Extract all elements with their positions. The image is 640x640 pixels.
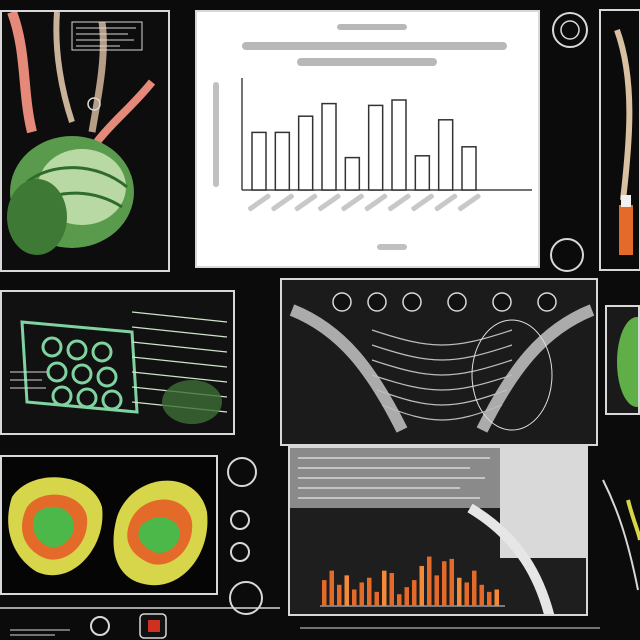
x-tick-scribble	[387, 193, 411, 212]
bar	[461, 146, 477, 191]
y-axis-label-scribble	[213, 82, 219, 187]
bar	[479, 584, 484, 606]
organ-panel-top-left	[0, 10, 170, 272]
bar	[404, 587, 409, 606]
top-bar-chart	[197, 12, 538, 266]
right-bottom-edge	[598, 450, 640, 620]
skeletal-panel	[280, 278, 598, 446]
bar	[464, 582, 469, 606]
organ-illustration	[2, 12, 168, 270]
bar	[251, 131, 267, 191]
bar	[322, 580, 327, 606]
organ-slices-illustration	[2, 457, 216, 593]
bar	[274, 131, 291, 191]
skeletal-illustration	[282, 280, 596, 444]
bar	[297, 115, 314, 191]
bar	[344, 156, 361, 191]
x-tick-scribble	[247, 193, 271, 212]
x-tick-scribble	[294, 193, 318, 212]
circle-icon	[552, 12, 588, 48]
bar	[427, 556, 432, 606]
x-tick-scribble	[434, 193, 458, 212]
bar	[382, 570, 387, 606]
bar	[367, 577, 372, 606]
chart-title-scribble	[242, 24, 507, 66]
bar	[389, 573, 394, 606]
x-axis-label-scribble	[377, 244, 407, 250]
right-top-strip	[545, 0, 640, 280]
bar	[367, 104, 384, 191]
bar	[337, 584, 342, 606]
bar	[494, 589, 499, 606]
bar	[412, 580, 417, 606]
bar	[457, 577, 462, 606]
bar	[374, 591, 379, 606]
bottom-strip	[0, 600, 640, 640]
green-edge-panel	[605, 305, 640, 415]
bar	[397, 594, 402, 606]
bottom-bar-chart	[290, 448, 586, 614]
circle-icon	[230, 542, 250, 562]
bar	[391, 99, 407, 191]
bar	[344, 575, 349, 606]
x-tick-scribble	[364, 193, 388, 212]
bar	[437, 119, 454, 191]
organ-slices-panel	[0, 455, 218, 595]
bar	[472, 570, 477, 606]
bar	[487, 591, 492, 606]
bar	[449, 558, 454, 606]
circle-icon	[90, 616, 110, 636]
bar	[442, 561, 447, 606]
bar	[321, 102, 337, 191]
bar	[359, 582, 364, 606]
x-tick-scribble	[457, 193, 481, 212]
lattice-illustration	[2, 292, 233, 433]
x-tick-scribble	[341, 193, 364, 212]
bar	[434, 575, 439, 606]
circle-icon	[227, 457, 257, 487]
bar-chart-panel-bottom	[288, 446, 588, 616]
bar	[352, 589, 357, 606]
lattice-panel	[0, 290, 235, 435]
x-tick-scribble	[271, 193, 294, 212]
x-tick-scribbles	[247, 193, 481, 212]
bar	[414, 155, 431, 191]
bar	[329, 570, 334, 606]
circle-icon	[229, 581, 263, 615]
circle-icon	[550, 238, 584, 272]
bar-chart-panel-top	[195, 10, 540, 268]
bar	[419, 565, 424, 606]
x-tick-scribble	[411, 193, 434, 212]
x-tick-scribble	[317, 193, 341, 212]
circle-icon	[230, 510, 250, 530]
circle-column	[222, 450, 272, 630]
